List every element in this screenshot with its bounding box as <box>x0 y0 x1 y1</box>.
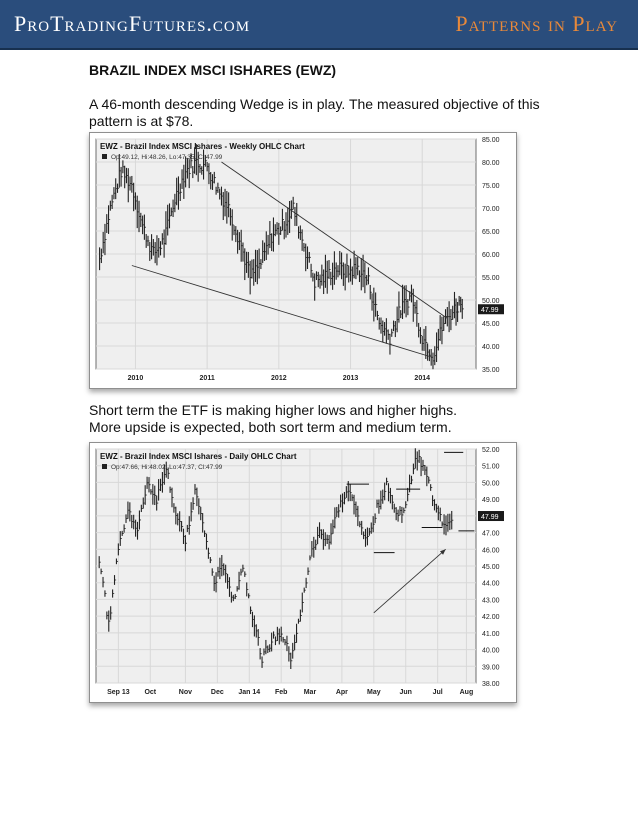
ohlc-readout: Op:47.66, Hi:48.02, Lo:47.37, Cl:47.99 <box>111 464 223 471</box>
page-title: BRAZIL INDEX MSCI ISHARES (EWZ) <box>89 62 337 78</box>
header-banner: ProTradingFutures.com Patterns in Play <box>0 0 638 50</box>
x-tick-label: Feb <box>275 689 287 696</box>
y-tick-label: 40.00 <box>482 344 500 351</box>
last-price-label: 47.99 <box>481 307 499 314</box>
y-tick-label: 47.00 <box>482 531 500 538</box>
y-tick-label: 35.00 <box>482 367 500 374</box>
y-tick-label: 50.00 <box>482 480 500 487</box>
x-tick-label: Nov <box>179 689 192 696</box>
last-price-tag <box>478 304 504 315</box>
x-tick-label: Apr <box>336 689 348 696</box>
middle-line-2: More upside is expected, both sort term … <box>89 419 452 435</box>
x-tick-label: Jun <box>400 689 412 696</box>
y-tick-label: 75.00 <box>482 183 500 190</box>
ohlc-readout: Op:49.12, Hi:48.26, Lo:47.35, Cl:47.99 <box>111 154 223 161</box>
y-tick-label: 65.00 <box>482 229 500 236</box>
y-tick-label: 44.00 <box>482 581 500 588</box>
y-tick-label: 46.00 <box>482 547 500 554</box>
x-tick-label: May <box>367 689 381 696</box>
chart-title: EWZ - Brazil Index MSCI Ishares - Weekly… <box>100 142 305 151</box>
x-tick-label: Oct <box>144 689 156 696</box>
y-tick-label: 85.00 <box>482 137 500 144</box>
x-tick-label: Jul <box>433 689 443 696</box>
weekly-chart: 85.00 80.00 75.00 70.00 65.00 60.00 55.00 50.00… <box>89 132 517 389</box>
x-tick-label: Sep 13 <box>107 689 130 696</box>
legend-swatch <box>102 154 107 159</box>
last-price-label: 47.99 <box>481 514 499 521</box>
y-tick-label: 60.00 <box>482 252 500 259</box>
x-tick-label: 2010 <box>128 375 144 382</box>
weekly-chart-svg: 85.00 80.00 75.00 70.00 65.00 60.00 55.00 50.00… <box>95 137 504 382</box>
y-tick-label: 55.00 <box>482 275 500 282</box>
arrow-head <box>439 549 446 555</box>
y-tick-label: 41.00 <box>482 631 500 638</box>
x-tick-label: 2014 <box>414 375 430 382</box>
y-tick-label: 43.00 <box>482 597 500 604</box>
y-tick-label: 38.00 <box>482 681 500 688</box>
last-price-tag <box>478 511 504 522</box>
x-tick-label: Dec <box>211 689 224 696</box>
y-tick-label: 50.00 <box>482 298 500 305</box>
series-tagline: Patterns in Play <box>455 11 618 36</box>
y-tick-label: 45.00 <box>482 564 500 571</box>
y-tick-label: 40.00 <box>482 648 500 655</box>
trendline <box>221 161 448 319</box>
y-tick-label: 51.00 <box>482 464 500 471</box>
trendline <box>131 265 434 358</box>
y-tick-label: 70.00 <box>482 206 500 213</box>
x-tick-label: 2012 <box>271 375 287 382</box>
x-tick-label: Aug <box>460 689 474 696</box>
x-tick-label: Jan 14 <box>238 689 260 696</box>
site-brand[interactable]: ProTradingFutures.com <box>14 11 251 36</box>
chart-title: EWZ - Brazil Index MSCI Ishares - Daily … <box>100 452 297 461</box>
arrow-line <box>373 548 446 614</box>
daily-chart-svg: 52.0051.0050.0049.0048.0047.0046.0045.00… <box>95 447 504 696</box>
x-tick-label: 2011 <box>200 375 215 382</box>
intro-paragraph: A 46-month descending Wedge is in play. … <box>89 96 540 129</box>
y-tick-label: 42.00 <box>482 614 500 621</box>
middle-line-1: Short term the ETF is making higher lows… <box>89 402 458 418</box>
x-tick-label: 2013 <box>343 375 359 382</box>
y-tick-label: 45.00 <box>482 321 500 328</box>
y-tick-label: 49.00 <box>482 497 500 504</box>
y-tick-label: 39.00 <box>482 664 500 671</box>
y-tick-label: 52.00 <box>482 447 500 454</box>
daily-chart: 52.0051.0050.0049.0048.0047.0046.0045.00… <box>89 442 517 703</box>
legend-swatch <box>102 464 107 469</box>
y-tick-label: 80.00 <box>482 160 500 167</box>
x-tick-label: Mar <box>304 689 317 696</box>
middle-paragraph: Short term the ETF is making higher lows… <box>89 402 559 436</box>
